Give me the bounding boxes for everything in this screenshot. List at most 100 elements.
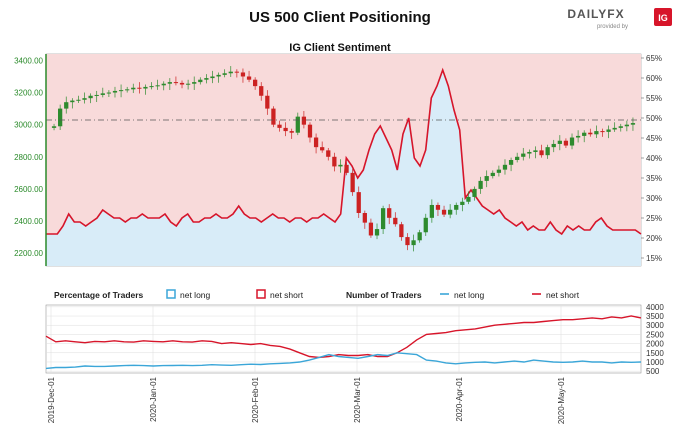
candle-body	[387, 208, 392, 218]
candle-body	[618, 126, 623, 128]
candle-body	[70, 100, 75, 103]
candle-body	[551, 143, 556, 148]
candle-body	[143, 86, 148, 89]
traders-tick-label: 3500	[646, 312, 664, 321]
date-axis: 2019-Dec-01 2020-Jan-01 2020-Feb-01 2020-Ma…	[47, 376, 566, 424]
candle-body	[496, 169, 502, 173]
candle-body	[94, 94, 99, 96]
candle-body	[88, 95, 93, 99]
percent-tick-label: 45%	[646, 134, 662, 143]
legend-percentage-label: Percentage of Traders	[54, 290, 144, 300]
traders-tick-label: 3000	[646, 321, 664, 330]
candle-body	[594, 131, 599, 135]
candle-body	[612, 127, 617, 130]
price-tick-label: 3200.00	[14, 89, 43, 98]
candle-body	[106, 92, 112, 94]
candle-body	[582, 132, 587, 136]
candle-body	[368, 222, 374, 236]
candle-body	[259, 86, 264, 96]
candle-body	[185, 83, 191, 85]
candle-body	[490, 172, 495, 177]
candle-body	[295, 116, 300, 133]
candle-body	[624, 124, 629, 127]
traders-tick-label: 1000	[646, 358, 664, 367]
candle-body	[234, 71, 239, 73]
percent-axis: 65% 60% 55% 50% 45% 40% 35% 30% 25% 20% 15%	[641, 54, 662, 263]
candle-body	[192, 82, 197, 84]
candle-body	[131, 87, 136, 90]
percent-tick-label: 35%	[646, 174, 662, 183]
percent-tick-label: 20%	[646, 234, 662, 243]
candle-body	[210, 76, 215, 79]
num-short-line	[45, 315, 642, 359]
legend-number-label: Number of Traders	[346, 290, 422, 300]
sentiment-panel: 3400.00 3200.00 3000.00 2800.00 2600.00 2400.…	[14, 53, 662, 267]
legend-pct-short-label: net short	[270, 290, 304, 300]
candle-body	[466, 196, 471, 202]
traders-tick-label: 4000	[646, 303, 664, 312]
num-long-line	[45, 352, 642, 370]
date-tick-label: 2020-Jan-01	[149, 376, 158, 421]
candle-body	[161, 83, 166, 86]
candle-body	[600, 131, 605, 133]
candle-body	[569, 137, 575, 146]
candle-body	[265, 95, 270, 109]
ig-badge-icon	[654, 8, 672, 26]
legend-num-long-label: net long	[454, 290, 485, 300]
candle-body	[344, 164, 349, 173]
candle-body	[216, 74, 221, 77]
legend-pct-short-swatch	[256, 289, 266, 299]
candle-body	[301, 116, 307, 125]
dailyfx-logo: DAILYFX provided by IG	[567, 7, 672, 30]
candle-body	[454, 204, 459, 210]
candle-body	[588, 132, 593, 135]
candle-body	[100, 93, 105, 95]
traders-tick-label: 2000	[646, 340, 664, 349]
candle-body	[374, 229, 380, 236]
candle-body	[118, 90, 124, 92]
candle-body	[417, 232, 422, 241]
candle-body	[332, 156, 337, 167]
candle-body	[545, 147, 550, 156]
percent-tick-label: 30%	[646, 194, 662, 203]
candle-body	[502, 164, 508, 170]
percent-tick-label: 15%	[646, 254, 662, 263]
chart-title: US 500 Client Positioning	[249, 9, 431, 26]
candle-body	[277, 124, 282, 128]
candle-body	[356, 192, 361, 213]
candle-body	[411, 240, 416, 246]
candle-body	[155, 85, 160, 87]
date-tick-label: 2020-Mar-01	[353, 376, 362, 422]
candle-body	[313, 137, 319, 148]
price-tick-label: 2400.00	[14, 217, 43, 226]
candle-body	[58, 108, 63, 127]
candle-body	[575, 135, 581, 138]
candle-body	[533, 150, 538, 152]
candle-body	[527, 151, 532, 154]
candle-body	[508, 160, 514, 165]
candle-body	[326, 150, 331, 157]
candle-body	[173, 82, 179, 84]
net-long-area	[46, 70, 641, 266]
candle-body	[137, 87, 142, 89]
candle-body	[460, 201, 465, 205]
candle-body	[179, 82, 185, 85]
candle-body	[76, 99, 81, 101]
brand-badge: IG	[658, 13, 668, 23]
chart-subtitle: IG Client Sentiment	[289, 42, 391, 54]
price-tick-label: 3400.00	[14, 56, 43, 65]
traders-panel-bg	[45, 304, 642, 374]
candle-body	[228, 71, 233, 74]
candle-body	[204, 78, 209, 80]
percent-tick-label: 50%	[646, 114, 662, 123]
percent-tick-label: 55%	[646, 94, 662, 103]
candle-body	[472, 188, 477, 197]
traders-tick-label: 1500	[646, 349, 664, 358]
traders-tick-label: 500	[646, 367, 660, 376]
date-tick-label: 2020-Feb-01	[251, 376, 260, 422]
candle-body	[435, 204, 441, 210]
candle-body	[167, 82, 172, 84]
